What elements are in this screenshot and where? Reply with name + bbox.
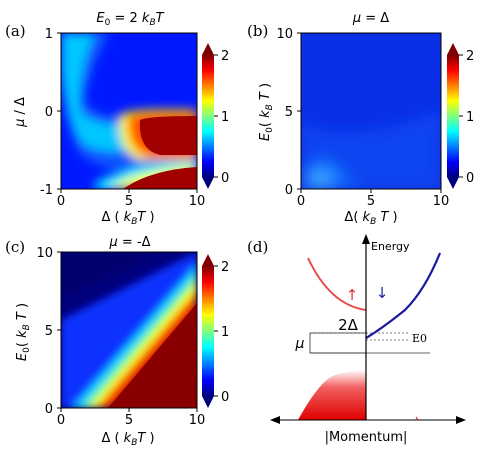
x-tick-label-b: 10 [433, 194, 450, 209]
colorbar-a [202, 43, 214, 189]
panel-d: (d) Energy |Momentum| 2Δ μ E0 ↑ ↓ [247, 234, 466, 445]
colorbar-a-bar [202, 55, 214, 177]
energy-axis-arrow [362, 234, 370, 244]
y-tick-label-c: 10 [36, 246, 53, 261]
mu-box [309, 332, 367, 354]
heatmap-a-core [139, 116, 197, 155]
spin-down-arrow: ↓ [376, 284, 389, 302]
colorbar-tick-label-b: 0 [466, 171, 474, 186]
y-tick-label-a: 0 [45, 105, 53, 120]
heatmap-a [61, 33, 197, 189]
title-a: E0 = 2 kBT [96, 11, 164, 28]
y-tick-label-c: 5 [45, 324, 53, 339]
heatmap-c [61, 252, 197, 408]
x-tick-label-c: 0 [57, 413, 65, 428]
y-tick-label-c: 0 [45, 402, 53, 417]
colorbar-a-extend-bottom [202, 177, 214, 189]
momentum-axis-right-arrow [456, 416, 466, 424]
heatmap-b [301, 33, 441, 189]
mu-label: μ [295, 336, 305, 352]
x-tick-label-a: 10 [189, 194, 206, 209]
colorbar-tick-label-c: 0 [221, 390, 229, 405]
energy-label: Energy [371, 240, 410, 253]
colorbar-tick-label-a: 1 [221, 110, 229, 125]
gap-label: 2Δ [338, 316, 359, 334]
y-tick-label-b: 0 [285, 183, 293, 198]
panel-a: (a) E0 = 2 kBT [5, 11, 214, 190]
colorbar-tick-label-b: 2 [466, 49, 474, 64]
momentum-axis-left-arrow [270, 416, 280, 424]
colorbar-a-extend-top [202, 43, 214, 55]
y-tick-label-b: 5 [285, 105, 293, 120]
x-tick-label-c: 5 [125, 413, 133, 428]
y-tick-label-b: 10 [276, 27, 293, 42]
filled-lower-band [298, 370, 366, 420]
panel-label-b: (b) [247, 22, 268, 40]
axis-labels: Δ ( kBT ) μ / Δ Δ( kB T ) E0( kB T ) Δ (… [13, 83, 398, 448]
x-tick-label-a: 5 [125, 194, 133, 209]
y-tick-label-a: -1 [40, 183, 53, 198]
colorbar-b [447, 43, 459, 189]
xlabel-c: Δ ( kBT ) [101, 431, 154, 448]
colorbar-tick-label-a: 2 [221, 49, 229, 64]
colorbar-tick-label-c: 2 [221, 260, 229, 275]
e0-label: E0 [412, 332, 427, 345]
colorbar-c [202, 254, 214, 408]
colorbar-b-bar [447, 55, 459, 177]
panel-label-c: (c) [5, 238, 25, 256]
momentum-tick [415, 416, 419, 421]
panel-label-a: (a) [5, 22, 26, 40]
title-b: μ = Δ [352, 11, 389, 26]
colorbar-c-extend-bottom [202, 396, 214, 408]
colorbar-tick-label-a: 0 [221, 171, 229, 186]
colorbar-tick-label-b: 1 [466, 110, 474, 125]
ylabel-b: E0( kB T ) [258, 83, 275, 141]
y-tick-label-a: 1 [45, 27, 53, 42]
xlabel-a: Δ ( kBT ) [101, 210, 154, 227]
heatmap-a-lower-core [123, 167, 197, 189]
momentum-label: |Momentum| [325, 430, 408, 445]
title-c: μ = -Δ [108, 235, 150, 250]
panel-c: (c) μ = -Δ [5, 235, 214, 409]
x-tick-label-b: 5 [367, 194, 375, 209]
colorbar-c-extend-top [202, 254, 214, 266]
colorbar-c-bar [202, 266, 214, 396]
panel-b: (b) μ = Δ [247, 11, 459, 190]
heatmap-c-core [108, 303, 197, 408]
colorbar-tick-label-c: 1 [221, 325, 229, 340]
x-tick-label-c: 10 [189, 413, 206, 428]
colorbar-b-extend-top [447, 43, 459, 55]
xlabel-b: Δ( kB T ) [344, 210, 397, 227]
x-tick-label-a: 0 [57, 194, 65, 209]
spin-down-band [365, 252, 442, 339]
ylabel-c: E0( kB T ) [15, 303, 32, 361]
spin-up-arrow: ↑ [346, 286, 359, 304]
colorbar-b-extend-bottom [447, 177, 459, 189]
x-tick-label-b: 0 [297, 194, 305, 209]
panel-label-d: (d) [247, 238, 268, 256]
ylabel-a: μ / Δ [13, 97, 28, 128]
spin-up-band [307, 257, 367, 311]
